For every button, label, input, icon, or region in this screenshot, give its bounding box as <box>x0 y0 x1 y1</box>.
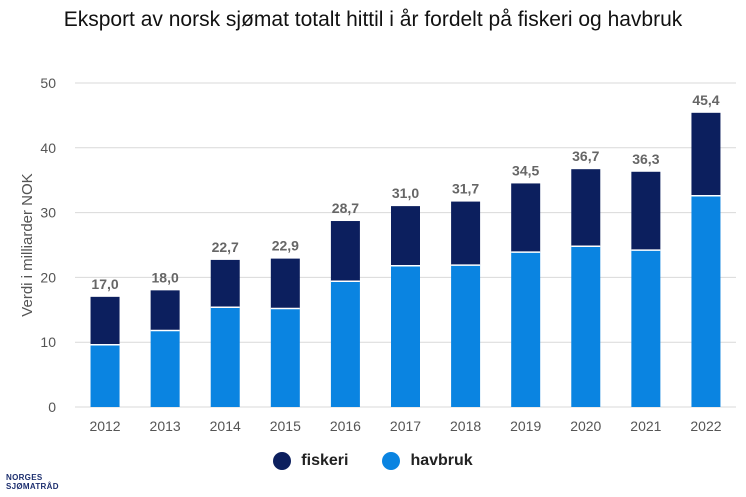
bar-fiskeri-2017 <box>391 206 420 266</box>
bar-havbruk-2016 <box>330 281 360 407</box>
total-label-2022: 45,4 <box>692 92 719 108</box>
x-tick-label-2022: 2022 <box>690 418 721 434</box>
x-tick-label-2018: 2018 <box>450 418 481 434</box>
y-tick-label-40: 40 <box>40 140 56 156</box>
x-tick-label-2019: 2019 <box>510 418 541 434</box>
bar-fiskeri-2021 <box>631 171 661 251</box>
chart-area: 0 10 20 30 40 50 Verdi i milliarder NOK 17,0 201… <box>19 75 736 434</box>
bar-fiskeri-2015 <box>270 258 300 309</box>
bar-havbruk-2012 <box>90 344 120 407</box>
y-tick-label-20: 20 <box>40 269 56 285</box>
bar-havbruk-2018 <box>451 265 481 407</box>
y-tick-label-0: 0 <box>48 399 56 415</box>
total-label-2016: 28,7 <box>332 200 359 216</box>
bar-havbruk-2013 <box>150 330 180 407</box>
bar-fiskeri-2013 <box>150 290 180 331</box>
bar-havbruk-2015 <box>270 308 300 407</box>
x-tick-label-2012: 2012 <box>89 418 120 434</box>
total-label-2020: 36,7 <box>572 148 599 164</box>
x-tick-label-2017: 2017 <box>390 418 421 434</box>
x-tick-label-2021: 2021 <box>630 418 661 434</box>
bar-fiskeri-2019 <box>511 183 541 253</box>
bar-havbruk-2022 <box>691 195 721 407</box>
legend-item-havbruk: havbruk <box>382 452 473 470</box>
total-label-2012: 17,0 <box>91 276 118 292</box>
bar-fiskeri-2020 <box>571 169 601 247</box>
legend-label-fiskeri: fiskeri <box>301 452 349 469</box>
legend: fiskeri havbruk <box>0 452 746 470</box>
total-label-2019: 34,5 <box>512 162 539 178</box>
bar-fiskeri-2014 <box>210 259 240 308</box>
bar-havbruk-2020 <box>571 246 601 407</box>
logo-line-1: NORGES <box>6 473 43 482</box>
x-tick-label-2016: 2016 <box>330 418 361 434</box>
total-label-2013: 18,0 <box>152 269 179 285</box>
total-label-2021: 36,3 <box>632 151 659 167</box>
total-label-2014: 22,7 <box>212 239 239 255</box>
total-label-2018: 31,7 <box>452 181 479 197</box>
legend-item-fiskeri: fiskeri <box>273 452 348 470</box>
bar-fiskeri-2012 <box>90 296 120 345</box>
legend-swatch-fiskeri <box>273 452 292 470</box>
chart-title: Eksport av norsk sjømat totalt hittil i … <box>63 8 683 31</box>
y-axis-label: Verdi i milliarder NOK <box>19 173 36 316</box>
norges-sjomatrad-logo: NORGES SJØMATRÅD <box>6 473 59 491</box>
bar-havbruk-2017 <box>391 265 420 407</box>
x-tick-label-2015: 2015 <box>270 418 301 434</box>
total-label-2015: 22,9 <box>272 238 299 254</box>
logo-line-2: SJØMATRÅD <box>6 482 59 491</box>
x-tick-label-2020: 2020 <box>570 418 601 434</box>
x-tick-label-2014: 2014 <box>210 418 241 434</box>
total-label-2017: 31,0 <box>392 185 419 201</box>
bar-fiskeri-2022 <box>691 112 721 196</box>
bar-havbruk-2014 <box>210 307 240 407</box>
legend-label-havbruk: havbruk <box>410 452 473 469</box>
y-tick-label-10: 10 <box>40 334 56 350</box>
bar-fiskeri-2018 <box>451 201 481 266</box>
bar-havbruk-2021 <box>631 250 661 407</box>
bar-havbruk-2019 <box>511 252 541 407</box>
y-tick-label-30: 30 <box>40 205 56 221</box>
bar-fiskeri-2016 <box>330 221 360 282</box>
y-tick-label-50: 50 <box>40 75 56 91</box>
legend-swatch-havbruk <box>382 452 401 470</box>
x-tick-label-2013: 2013 <box>150 418 181 434</box>
